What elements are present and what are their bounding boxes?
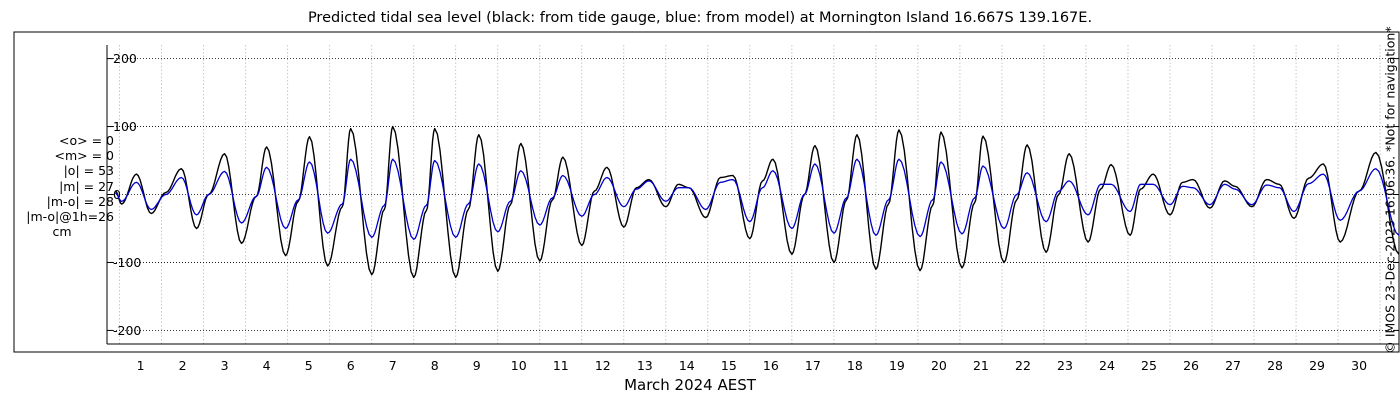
- series-lines: [115, 125, 1400, 279]
- stat-mean-obs: <o> = 0: [59, 133, 114, 148]
- x-tick-label: 14: [679, 358, 695, 373]
- y-tick-label: -100: [113, 255, 141, 270]
- x-tick-label: 17: [805, 358, 821, 373]
- x-tick-label: 20: [931, 358, 947, 373]
- x-tick-label: 12: [595, 358, 611, 373]
- x-tick-label: 11: [553, 358, 569, 373]
- x-tick-label: 13: [637, 358, 653, 373]
- x-tick-label: 25: [1141, 358, 1157, 373]
- stat-abs-diff-1h: |m-o|@1h=26: [26, 209, 114, 225]
- x-tick-label: 16: [763, 358, 779, 373]
- x-tick-label: 21: [973, 358, 989, 373]
- x-tick-label: 2: [179, 358, 187, 373]
- chart-outer-frame: [13, 31, 1400, 353]
- x-tick-label: 18: [847, 358, 863, 373]
- copyright-strip: © IMOS 23-Dec-2023 16:06:36. *Not for na…: [1381, 0, 1399, 400]
- x-tick-label: 4: [263, 358, 271, 373]
- stat-mean-model: <m> = 0: [54, 148, 115, 164]
- x-tick-label: 30: [1351, 358, 1367, 373]
- x-tick-label: 23: [1057, 358, 1073, 373]
- stat-abs-obs: |o| = 53: [63, 163, 114, 179]
- y-tick-label: 200: [113, 51, 137, 66]
- x-tick-label: 15: [721, 358, 737, 373]
- x-tick-label: 19: [889, 358, 905, 373]
- x-tick-label: 9: [473, 358, 481, 373]
- copyright-notice: © IMOS 23-Dec-2023 16:06:36. *Not for na…: [1382, 26, 1398, 354]
- stat-abs-model: |m| = 27: [59, 178, 114, 194]
- stat-abs-diff: |m-o| = 28: [46, 193, 114, 209]
- x-tick-label: 26: [1183, 358, 1199, 373]
- grid-lines: [107, 45, 1399, 344]
- x-tick-label: 6: [347, 358, 355, 373]
- y-tick-label: -200: [113, 323, 141, 338]
- x-axis-label: March 2024 AEST: [624, 376, 756, 394]
- x-tick-label: 3: [221, 358, 229, 373]
- x-tick-label: 7: [389, 358, 397, 373]
- x-tick-label: 8: [431, 358, 439, 373]
- x-tick-label: 28: [1267, 358, 1283, 373]
- x-tick-label: 10: [511, 358, 527, 373]
- series-line-gauge: [115, 125, 1400, 279]
- x-tick-label: 1: [137, 358, 145, 373]
- chart-title: Predicted tidal sea level (black: from t…: [307, 10, 1093, 26]
- y-tick-label: 100: [113, 119, 137, 134]
- x-tick-label: 29: [1309, 358, 1325, 373]
- series-line-model: [115, 158, 1400, 240]
- x-tick-label: 27: [1225, 358, 1241, 373]
- stats-panel: <o> = 0 <m> = 0 |o| = 53 |m| = 27 |m-o| …: [14, 133, 114, 239]
- x-tick-label: 22: [1015, 358, 1031, 373]
- x-tick-label: 5: [305, 358, 313, 373]
- x-tick-label: 24: [1099, 358, 1115, 373]
- stat-unit: cm: [52, 224, 72, 240]
